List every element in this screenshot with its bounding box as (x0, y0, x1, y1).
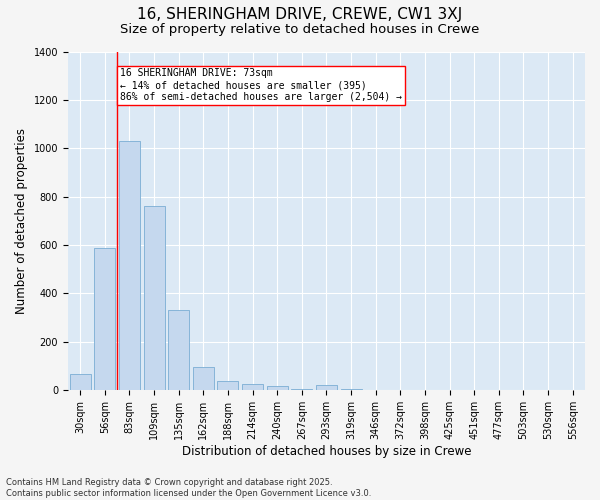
Y-axis label: Number of detached properties: Number of detached properties (15, 128, 28, 314)
Bar (217, 380, 238, 390)
Text: 16, SHERINGHAM DRIVE, CREWE, CW1 3XJ: 16, SHERINGHAM DRIVE, CREWE, CW1 3XJ (137, 8, 463, 22)
X-axis label: Distribution of detached houses by size in Crewe: Distribution of detached houses by size … (182, 444, 471, 458)
Bar (70, 374, 91, 390)
Text: Contains HM Land Registry data © Crown copyright and database right 2025.
Contai: Contains HM Land Registry data © Crown c… (6, 478, 371, 498)
Bar (267, 386, 287, 390)
Bar (143, 206, 164, 390)
Bar (168, 310, 189, 390)
Bar (242, 384, 263, 390)
Bar (94, 248, 115, 390)
Bar (119, 141, 140, 390)
Text: 16 SHERINGHAM DRIVE: 73sqm
← 14% of detached houses are smaller (395)
86% of sem: 16 SHERINGHAM DRIVE: 73sqm ← 14% of deta… (119, 68, 401, 102)
Bar (316, 385, 337, 390)
Text: Size of property relative to detached houses in Crewe: Size of property relative to detached ho… (121, 22, 479, 36)
Bar (193, 367, 214, 390)
Bar (341, 388, 362, 390)
Bar (292, 388, 312, 390)
